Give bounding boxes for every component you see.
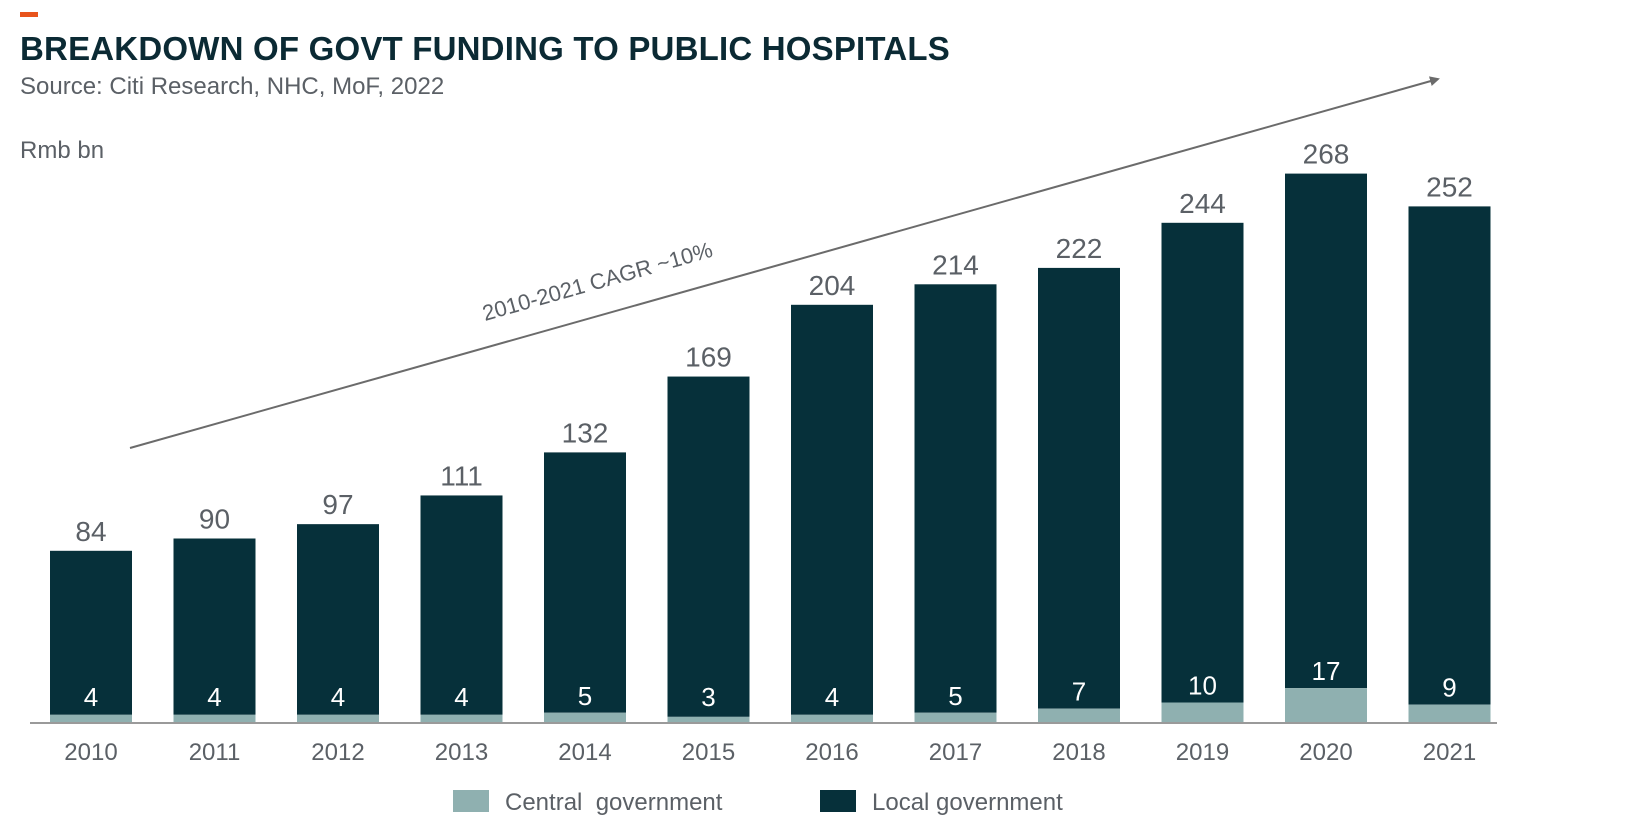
trend-arrow — [129, 76, 1440, 449]
bar-local-2020 — [1285, 173, 1367, 689]
bar-central-2015 — [667, 716, 750, 723]
bar-local-2013 — [420, 495, 503, 715]
total-label-2020: 268 — [1303, 139, 1350, 170]
bar-central-2014 — [544, 712, 626, 723]
bar-local-2014 — [544, 452, 626, 713]
cagr-label: 2010-2021 CAGR ~10% — [480, 237, 716, 326]
central-label-2013: 4 — [454, 682, 468, 712]
x-tick-label-2021: 2021 — [1423, 739, 1476, 766]
central-label-2019: 10 — [1188, 671, 1217, 701]
bar-central-2017 — [914, 712, 997, 723]
central-label-2018: 7 — [1072, 677, 1086, 707]
central-label-2021: 9 — [1442, 673, 1456, 703]
total-label-2017: 214 — [932, 249, 979, 280]
total-label-2010: 84 — [75, 516, 106, 547]
bar-local-2021 — [1408, 206, 1491, 705]
bar-local-2016 — [791, 304, 873, 715]
central-label-2014: 5 — [578, 681, 592, 711]
chart-source: Source: Citi Research, NHC, MoF, 2022 — [20, 73, 445, 100]
central-label-2015: 3 — [701, 682, 715, 712]
bar-central-2021 — [1408, 704, 1491, 723]
chart-title: BREAKDOWN OF GOVT FUNDING TO PUBLIC HOSP… — [20, 30, 950, 67]
x-tick-label-2011: 2011 — [189, 739, 241, 766]
central-label-2020: 17 — [1312, 656, 1341, 686]
bar-local-2019 — [1161, 222, 1244, 703]
legend-swatch-local — [820, 790, 856, 812]
bar-central-2018 — [1038, 708, 1120, 723]
central-label-2016: 4 — [825, 682, 839, 712]
bar-central-2012 — [297, 714, 379, 723]
total-label-2018: 222 — [1056, 233, 1103, 264]
x-tick-label-2019: 2019 — [1176, 739, 1229, 766]
legend-label-central: Central government — [505, 789, 723, 816]
x-tick-label-2017: 2017 — [929, 739, 982, 766]
total-label-2011: 90 — [199, 504, 230, 535]
bar-local-2011 — [173, 538, 256, 715]
x-tick-label-2018: 2018 — [1052, 739, 1105, 766]
x-axis-ticks: 2010 2011 2012 2013 2014 2015 2016 2017 2018 2019… — [64, 739, 1476, 766]
bar-local-2010 — [50, 550, 132, 715]
total-label-2014: 132 — [562, 417, 609, 448]
bar-central-2013 — [420, 714, 503, 723]
bar-local-2012 — [297, 524, 379, 715]
bars-group: 84 4 90 4 97 4 111 4 132 5 169 3 204 4 214 5 222 7 244 10 26… — [50, 139, 1491, 723]
legend-label-local: Local government — [872, 789, 1063, 816]
bar-central-2010 — [50, 714, 132, 723]
x-tick-label-2013: 2013 — [435, 739, 488, 766]
x-tick-label-2010: 2010 — [64, 739, 117, 766]
central-label-2012: 4 — [331, 682, 345, 712]
x-tick-label-2012: 2012 — [311, 739, 364, 766]
total-label-2016: 204 — [809, 270, 856, 301]
x-tick-label-2016: 2016 — [805, 739, 858, 766]
legend-swatch-central — [453, 790, 489, 812]
total-label-2012: 97 — [322, 489, 353, 520]
total-label-2013: 111 — [440, 460, 483, 491]
central-label-2017: 5 — [948, 681, 962, 711]
total-label-2019: 244 — [1179, 188, 1226, 219]
bar-local-2015 — [667, 376, 750, 717]
legend: Central government Local government — [453, 789, 1063, 816]
accent-mark — [20, 12, 38, 17]
total-label-2015: 169 — [685, 342, 732, 373]
x-tick-label-2015: 2015 — [682, 739, 735, 766]
bar-central-2019 — [1161, 702, 1244, 723]
total-label-2021: 252 — [1426, 171, 1473, 202]
bar-central-2020 — [1285, 688, 1367, 723]
bar-central-2011 — [173, 714, 256, 723]
x-tick-label-2020: 2020 — [1299, 739, 1352, 766]
bar-central-2016 — [791, 714, 873, 723]
central-label-2011: 4 — [207, 682, 221, 712]
bar-local-2017 — [914, 284, 997, 713]
bar-local-2018 — [1038, 267, 1120, 709]
x-tick-label-2014: 2014 — [558, 739, 611, 766]
central-label-2010: 4 — [84, 682, 98, 712]
y-axis-unit-label: Rmb bn — [20, 137, 104, 164]
